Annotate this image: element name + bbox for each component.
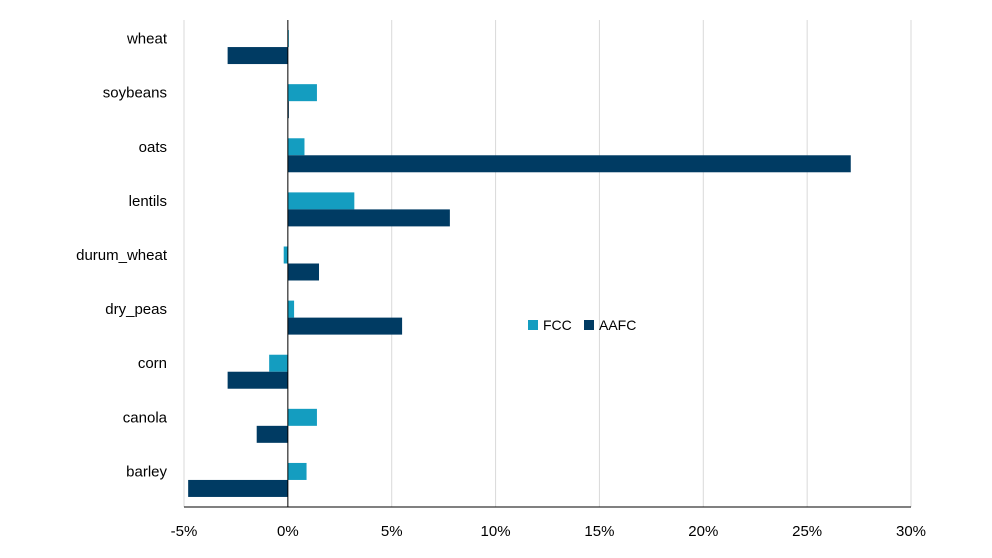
x-tick-label-6: 25% [792, 523, 822, 540]
bar-aafc-canola [256, 425, 288, 443]
bar-fcc-dry_peas [287, 300, 295, 318]
bar-fcc-durum_wheat [283, 246, 288, 264]
x-tick-label-4: 15% [584, 523, 614, 540]
tick-labels: -5% 0% 5% 10% 15% 20% 25% 30% [171, 523, 926, 540]
legend-label-aafc: AAFC [599, 317, 636, 333]
x-tick-label-5: 20% [688, 523, 718, 540]
category-label-oats: oats [139, 139, 167, 156]
bar-aafc-barley [188, 479, 288, 497]
axes [184, 20, 911, 508]
bar-aafc-dry_peas [287, 317, 403, 335]
bar-fcc-canola [287, 408, 317, 426]
category-label-dry_peas: dry_peas [105, 301, 167, 318]
category-label-lentils: lentils [129, 193, 167, 210]
x-tick-label-3: 10% [481, 523, 511, 540]
legend: FCC AAFC [528, 317, 636, 333]
bar-aafc-lentils [287, 209, 450, 227]
bar-aafc-wheat [227, 47, 288, 65]
bar-fcc-corn [269, 354, 288, 372]
bars [188, 30, 851, 497]
legend-swatch-fcc [528, 320, 538, 330]
x-tick-label-7: 30% [896, 523, 926, 540]
x-tick-label-2: 5% [381, 523, 403, 540]
category-labels: wheat soybeans oats lentils durum_wheat dry_p… [76, 31, 168, 481]
category-label-wheat: wheat [126, 31, 168, 48]
category-label-canola: canola [123, 409, 168, 426]
bar-aafc-corn [227, 371, 288, 389]
bar-fcc-oats [287, 138, 305, 156]
bar-aafc-durum_wheat [287, 263, 320, 281]
x-tick-label-0: -5% [171, 523, 198, 540]
gridlines [183, 20, 912, 507]
legend-label-fcc: FCC [543, 317, 572, 333]
x-tick-label-1: 0% [277, 523, 299, 540]
category-label-corn: corn [138, 355, 167, 372]
bar-fcc-barley [287, 462, 307, 480]
category-label-barley: barley [126, 463, 167, 480]
bar-aafc-oats [287, 155, 851, 173]
bar-fcc-soybeans [287, 84, 317, 102]
legend-swatch-aafc [584, 320, 594, 330]
category-label-durum_wheat: durum_wheat [76, 247, 168, 264]
category-label-soybeans: soybeans [103, 85, 167, 102]
bar-fcc-lentils [287, 192, 355, 210]
